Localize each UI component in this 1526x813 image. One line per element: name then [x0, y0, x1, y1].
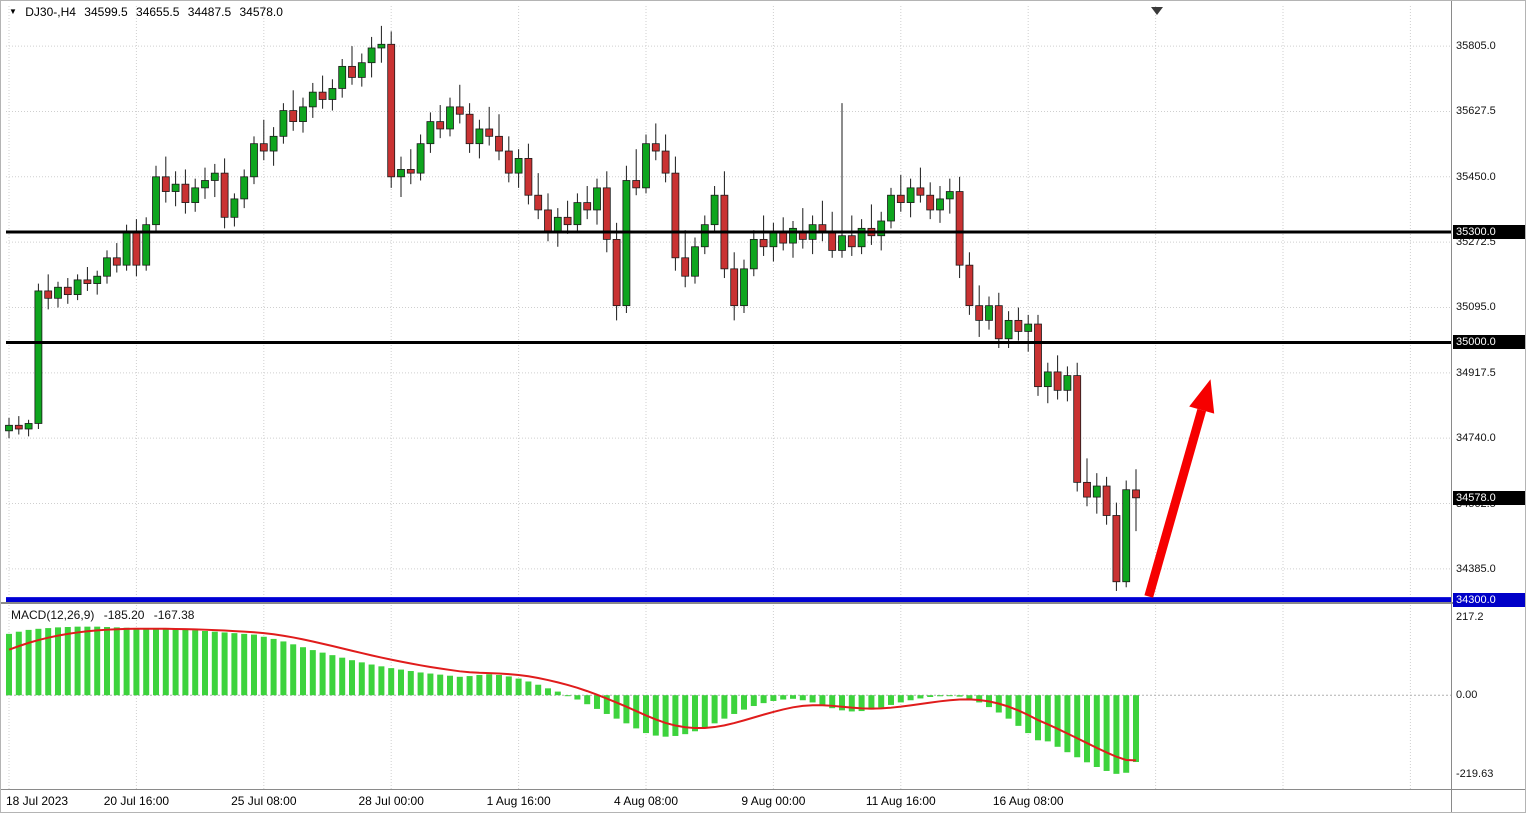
- time-axis[interactable]: [1, 790, 1525, 812]
- trend-arrow-annotation[interactable]: [1144, 379, 1215, 598]
- macd-signal-value: -167.38: [153, 608, 195, 622]
- macd-signal-line: [8, 627, 1137, 762]
- ohlc-close: 34578.0: [239, 5, 283, 19]
- ohlc-open: 34599.5: [84, 5, 128, 19]
- price-axis[interactable]: [1451, 1, 1525, 790]
- symbol-period: DJ30-,H4: [25, 5, 76, 19]
- chart-shift-icon: [1151, 7, 1163, 15]
- candles-layer: [5, 25, 1140, 591]
- macd-indicator-label: MACD(12,26,9) -185.20 -167.38: [11, 608, 200, 622]
- grid-layer: [6, 6, 1451, 789]
- macd-name: MACD(12,26,9): [11, 608, 95, 622]
- macd-value: -185.20: [103, 608, 145, 622]
- macd-histogram-layer: [6, 626, 1139, 774]
- symbol-dropdown-icon[interactable]: ▼: [9, 7, 17, 16]
- ohlc-low: 34487.5: [187, 5, 232, 19]
- ohlc-high: 34655.5: [136, 5, 180, 19]
- ohlc-display: ▼ DJ30-,H4 34599.5 34655.5 34487.5 34578…: [9, 5, 288, 19]
